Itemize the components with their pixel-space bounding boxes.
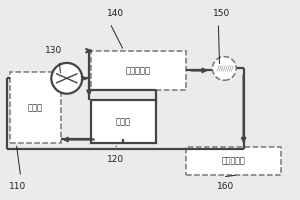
Bar — [91, 51, 186, 90]
Text: 机台储液槽: 机台储液槽 — [126, 66, 151, 75]
Text: 130: 130 — [45, 46, 62, 55]
Ellipse shape — [51, 63, 82, 94]
Text: 150: 150 — [213, 9, 230, 18]
Text: 混液槽: 混液槽 — [116, 117, 131, 126]
Text: 140: 140 — [107, 9, 124, 18]
Ellipse shape — [212, 57, 236, 80]
Text: 110: 110 — [9, 182, 26, 191]
Bar — [186, 147, 281, 175]
Text: 原液槽: 原液槽 — [28, 103, 43, 112]
Bar — [91, 100, 156, 143]
Bar — [10, 72, 61, 143]
Text: 废液回收槽: 废液回收槽 — [221, 157, 245, 166]
Text: 120: 120 — [107, 155, 124, 164]
Text: 160: 160 — [217, 182, 234, 191]
